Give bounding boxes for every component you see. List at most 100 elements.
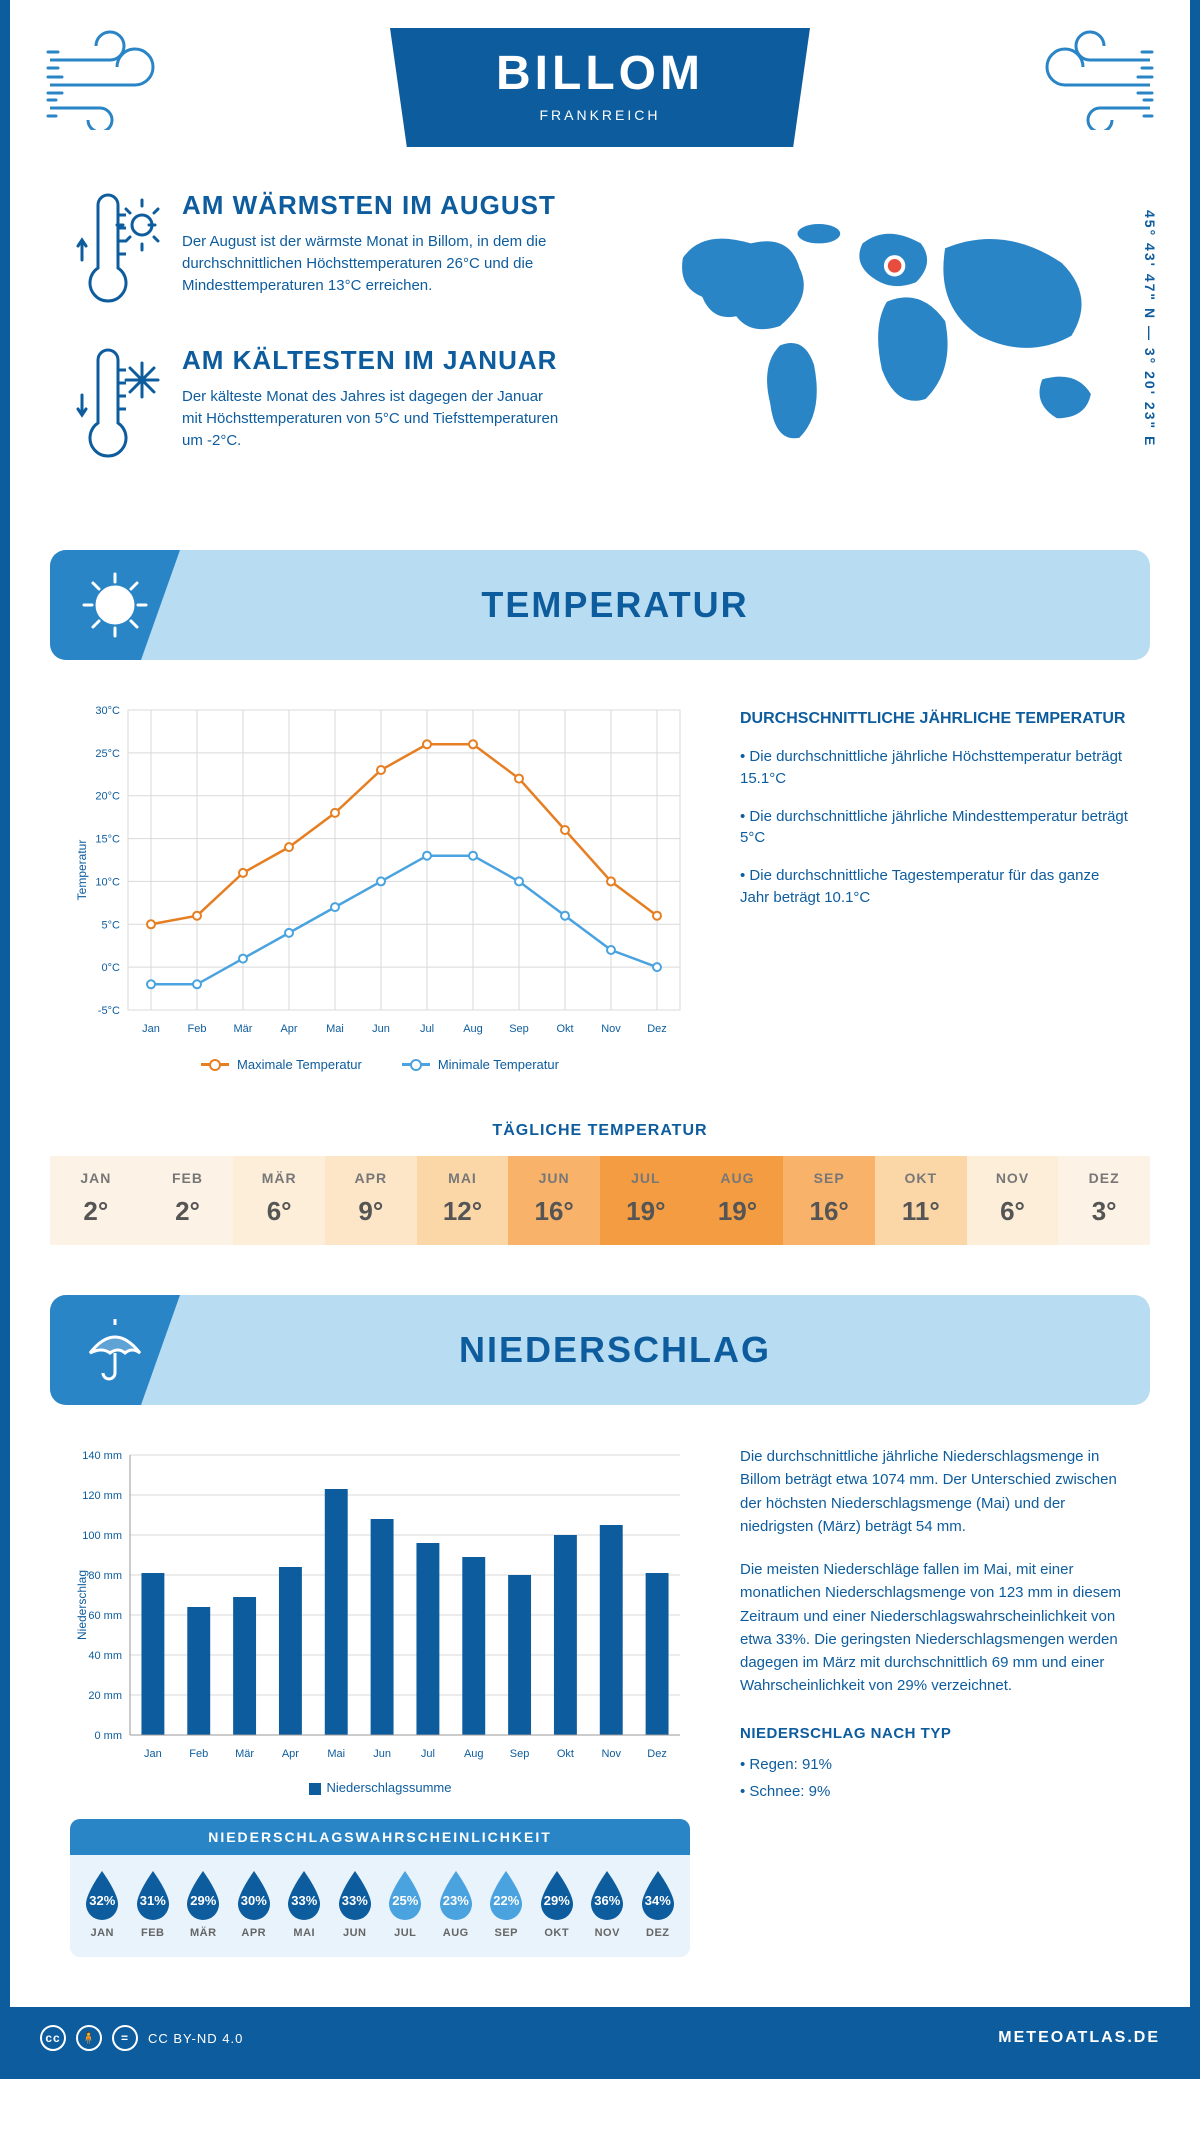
prob-cell: 22% SEP <box>482 1869 531 1939</box>
world-map <box>644 190 1130 467</box>
daily-cell: DEZ3° <box>1058 1156 1150 1245</box>
svg-text:Jan: Jan <box>144 1748 162 1760</box>
title-banner: BILLOM FRANKREICH <box>390 28 810 147</box>
precip-bar-chart: 0 mm20 mm40 mm60 mm80 mm100 mm120 mm140 … <box>70 1445 690 1795</box>
svg-text:40 mm: 40 mm <box>88 1650 122 1662</box>
prob-cell: 31% FEB <box>129 1869 178 1939</box>
svg-text:Sep: Sep <box>510 1748 530 1760</box>
svg-text:Jul: Jul <box>420 1023 434 1035</box>
raindrop-icon: 32% <box>81 1869 123 1921</box>
daily-cell: APR9° <box>325 1156 417 1245</box>
coldest-body: Der kälteste Monat des Jahres ist dagege… <box>182 386 562 451</box>
svg-text:15°C: 15°C <box>95 834 120 846</box>
svg-text:100 mm: 100 mm <box>82 1530 122 1542</box>
svg-text:Mär: Mär <box>234 1023 253 1035</box>
thermometer-sun-icon <box>70 190 160 315</box>
daily-cell: MÄR6° <box>233 1156 325 1245</box>
svg-text:Dez: Dez <box>647 1748 667 1760</box>
svg-text:20 mm: 20 mm <box>88 1690 122 1702</box>
svg-text:0°C: 0°C <box>102 962 121 974</box>
svg-text:Aug: Aug <box>464 1748 484 1760</box>
prob-cell: 36% NOV <box>583 1869 632 1939</box>
temp-summary: DURCHSCHNITTLICHE JÄHRLICHE TEMPERATUR •… <box>740 700 1130 1072</box>
legend-max: Maximale Temperatur <box>201 1057 362 1072</box>
country-subtitle: FRANKREICH <box>400 107 800 123</box>
prob-cell: 33% MAI <box>280 1869 329 1939</box>
prob-cell: 29% OKT <box>533 1869 582 1939</box>
svg-text:80 mm: 80 mm <box>88 1570 122 1582</box>
coldest-fact: AM KÄLTESTEN IM JANUAR Der kälteste Mona… <box>70 345 604 470</box>
daily-cell: SEP16° <box>783 1156 875 1245</box>
svg-text:60 mm: 60 mm <box>88 1610 122 1622</box>
temp-heading: TEMPERATUR <box>180 584 1150 626</box>
wind-icon <box>1030 30 1160 130</box>
svg-text:Okt: Okt <box>556 1023 573 1035</box>
warmest-body: Der August ist der wärmste Monat in Bill… <box>182 231 562 296</box>
brand: METEOATLAS.DE <box>998 2029 1160 2047</box>
coldest-title: AM KÄLTESTEN IM JANUAR <box>182 345 562 376</box>
by-icon: 🧍 <box>76 2025 102 2051</box>
daily-cell: OKT11° <box>875 1156 967 1245</box>
prob-cell: 34% DEZ <box>634 1869 683 1939</box>
warmest-fact: AM WÄRMSTEN IM AUGUST Der August ist der… <box>70 190 604 315</box>
svg-text:Apr: Apr <box>282 1748 299 1760</box>
prob-cell: 25% JUL <box>381 1869 430 1939</box>
svg-text:Jan: Jan <box>142 1023 160 1035</box>
svg-text:Jul: Jul <box>421 1748 435 1760</box>
coordinates: 45° 43' 47" N — 3° 20' 23" E <box>1142 210 1158 447</box>
svg-text:5°C: 5°C <box>102 919 121 931</box>
prob-cell: 30% APR <box>230 1869 279 1939</box>
raindrop-icon: 29% <box>182 1869 224 1921</box>
raindrop-icon: 22% <box>485 1869 527 1921</box>
svg-text:Aug: Aug <box>463 1023 483 1035</box>
svg-text:Mär: Mär <box>235 1748 254 1760</box>
temp-summary-heading: DURCHSCHNITTLICHE JÄHRLICHE TEMPERATUR <box>740 710 1130 728</box>
thermometer-snow-icon <box>70 345 160 470</box>
svg-text:10°C: 10°C <box>95 876 120 888</box>
svg-text:Nov: Nov <box>601 1748 621 1760</box>
raindrop-icon: 36% <box>586 1869 628 1921</box>
svg-text:120 mm: 120 mm <box>82 1490 122 1502</box>
precip-prob-box: NIEDERSCHLAGSWAHRSCHEINLICHKEIT 32% JAN … <box>70 1819 690 1957</box>
daily-cell: MAI12° <box>417 1156 509 1245</box>
umbrella-icon <box>50 1295 180 1405</box>
raindrop-icon: 33% <box>283 1869 325 1921</box>
svg-text:Feb: Feb <box>189 1748 208 1760</box>
daily-cell: JUL19° <box>600 1156 692 1245</box>
intro-section: AM WÄRMSTEN IM AUGUST Der August ist der… <box>10 180 1190 530</box>
prob-cell: 23% AUG <box>432 1869 481 1939</box>
prob-cell: 33% JUN <box>331 1869 380 1939</box>
header: BILLOM FRANKREICH <box>10 0 1190 180</box>
sun-icon <box>50 550 180 660</box>
nd-icon: = <box>112 2025 138 2051</box>
svg-text:30°C: 30°C <box>95 705 120 717</box>
prob-cell: 29% MÄR <box>179 1869 228 1939</box>
daily-cell: FEB2° <box>142 1156 234 1245</box>
raindrop-icon: 33% <box>334 1869 376 1921</box>
svg-text:Okt: Okt <box>557 1748 574 1760</box>
svg-text:140 mm: 140 mm <box>82 1450 122 1462</box>
footer: cc 🧍 = CC BY-ND 4.0 METEOATLAS.DE <box>10 2007 1190 2069</box>
svg-text:Sep: Sep <box>509 1023 529 1035</box>
daily-temp-title: TÄGLICHE TEMPERATUR <box>10 1122 1190 1140</box>
license: cc 🧍 = CC BY-ND 4.0 <box>40 2025 243 2051</box>
wind-icon <box>40 30 170 130</box>
svg-text:20°C: 20°C <box>95 791 120 803</box>
city-title: BILLOM <box>400 46 800 101</box>
svg-text:25°C: 25°C <box>95 748 120 760</box>
precip-type-heading: NIEDERSCHLAG NACH TYP <box>740 1722 1130 1745</box>
warmest-title: AM WÄRMSTEN IM AUGUST <box>182 190 562 221</box>
precip-heading: NIEDERSCHLAG <box>180 1329 1150 1371</box>
svg-text:Dez: Dez <box>647 1023 667 1035</box>
raindrop-icon: 23% <box>435 1869 477 1921</box>
raindrop-icon: 25% <box>384 1869 426 1921</box>
svg-text:Jun: Jun <box>372 1023 390 1035</box>
svg-text:Apr: Apr <box>280 1023 297 1035</box>
temp-banner: TEMPERATUR <box>50 550 1150 660</box>
svg-text:Nov: Nov <box>601 1023 621 1035</box>
svg-text:Niederschlag: Niederschlag <box>75 1570 89 1640</box>
raindrop-icon: 30% <box>233 1869 275 1921</box>
daily-cell: NOV6° <box>967 1156 1059 1245</box>
svg-text:Mai: Mai <box>326 1023 344 1035</box>
svg-text:-5°C: -5°C <box>98 1005 120 1017</box>
